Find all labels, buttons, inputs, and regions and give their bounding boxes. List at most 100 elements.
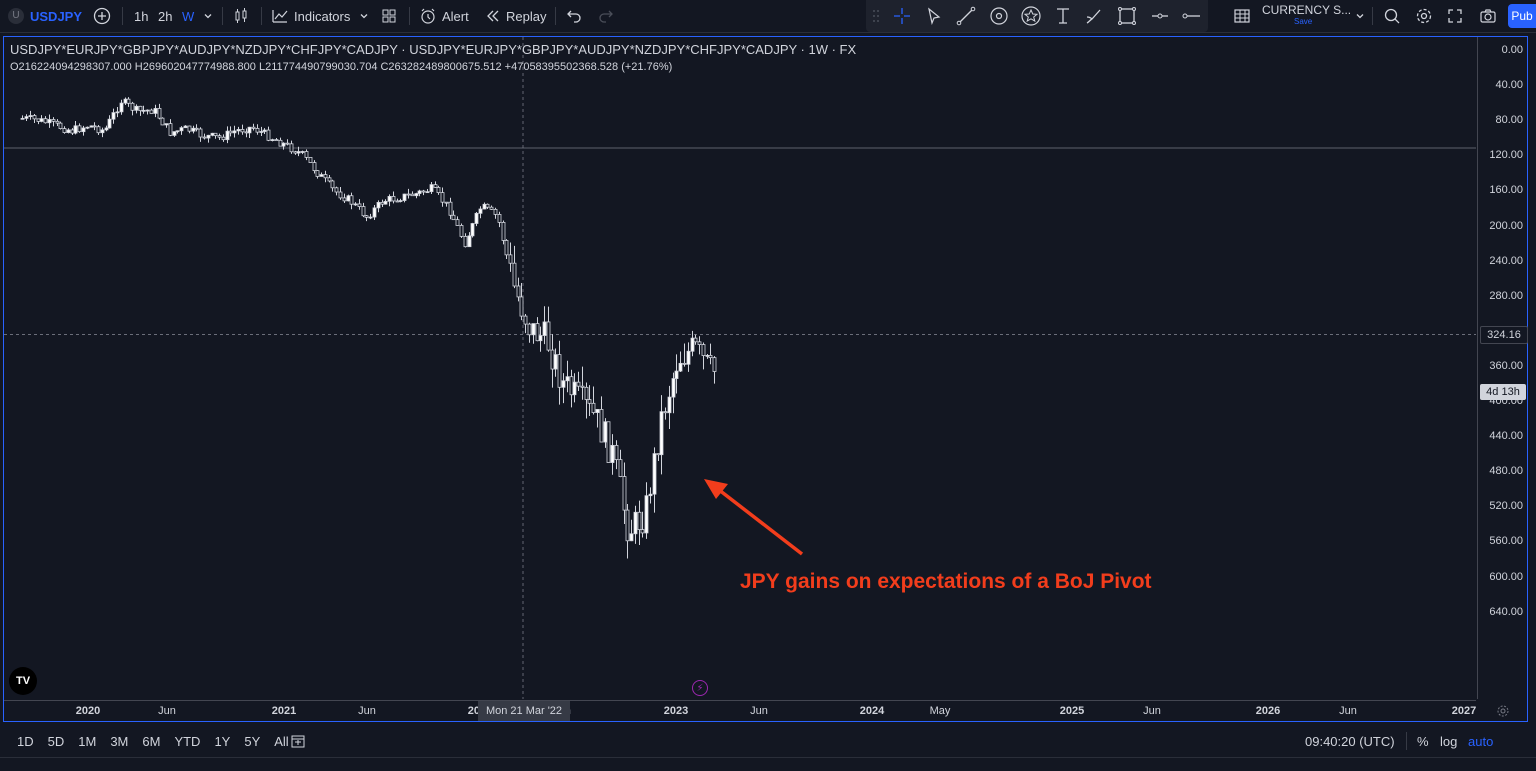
- templates-button[interactable]: [381, 0, 397, 32]
- candle: [580, 366, 585, 400]
- annotation-text[interactable]: JPY gains on expectations of a BoJ Pivot: [740, 570, 1152, 593]
- candle: [145, 109, 150, 115]
- star-icon[interactable]: [1020, 5, 1042, 27]
- candle: [323, 170, 328, 183]
- candle: [70, 128, 75, 135]
- undo-button[interactable]: [566, 0, 582, 32]
- price-axis-label: 520.00: [1489, 500, 1523, 513]
- candle: [587, 385, 592, 416]
- candle: [625, 504, 630, 559]
- range-1m[interactable]: 1M: [78, 733, 97, 749]
- drag-handle-icon[interactable]: [872, 9, 880, 23]
- time-axis-label: May: [929, 705, 951, 717]
- range-6m[interactable]: 6M: [142, 733, 161, 749]
- symbol-search[interactable]: U USDJPY: [8, 0, 82, 32]
- horizontal-ray-icon[interactable]: [1181, 6, 1201, 26]
- candle: [489, 205, 494, 210]
- candle: [319, 172, 324, 177]
- crosshair-icon[interactable]: [892, 6, 912, 26]
- range-1d[interactable]: 1D: [17, 733, 34, 749]
- range-all[interactable]: All: [274, 733, 289, 749]
- range-1y[interactable]: 1Y: [214, 733, 231, 749]
- candle: [334, 186, 339, 196]
- candle: [697, 336, 702, 355]
- settings-button[interactable]: [1415, 0, 1433, 32]
- candle: [569, 369, 574, 408]
- brush-icon[interactable]: [1084, 6, 1104, 26]
- candle: [508, 242, 513, 272]
- candle: [107, 115, 112, 129]
- candle: [293, 150, 298, 155]
- candle: [553, 348, 558, 377]
- candle: [255, 124, 260, 135]
- candle: [213, 132, 218, 139]
- candle: [622, 462, 627, 524]
- candle: [330, 179, 335, 192]
- goto-date-button[interactable]: [290, 726, 306, 756]
- candle: [648, 487, 653, 504]
- price-axis-label: 280.00: [1489, 289, 1523, 302]
- log-scale-toggle[interactable]: log: [1440, 733, 1458, 749]
- candle: [682, 343, 687, 367]
- chart-type-button[interactable]: [232, 0, 250, 32]
- range-5d[interactable]: 5D: [47, 733, 65, 749]
- time-axis-label: Jun: [750, 705, 768, 717]
- compare-add-button[interactable]: [93, 0, 111, 32]
- range-ytd[interactable]: YTD: [174, 733, 201, 749]
- axis-settings-gear-icon[interactable]: [1496, 704, 1510, 718]
- interval-dropdown[interactable]: [203, 0, 213, 32]
- time-axis-label: 2027: [1451, 705, 1477, 717]
- candle: [353, 202, 358, 206]
- cursor-arrow-icon[interactable]: [925, 7, 943, 25]
- candle: [225, 126, 230, 144]
- candle: [55, 119, 60, 127]
- fullscreen-button[interactable]: [1447, 0, 1463, 32]
- candle: [157, 103, 162, 120]
- horizontal-line-icon[interactable]: [1150, 6, 1170, 26]
- utc-clock[interactable]: 09:40:20 (UTC): [1305, 733, 1395, 749]
- layout-name-button[interactable]: CURRENCY S... Save: [1262, 3, 1352, 26]
- candle: [693, 334, 698, 345]
- alert-button[interactable]: Alert: [419, 0, 469, 32]
- interval-1h[interactable]: 1h: [134, 8, 149, 24]
- price-axis[interactable]: 0.00 40.00 80.00 120.00 160.00 200.00 240.00 28…: [1477, 37, 1528, 699]
- trend-line-icon[interactable]: [956, 6, 976, 26]
- crosshair-date-label: Mon 21 Mar '22: [478, 701, 570, 721]
- candle: [376, 200, 381, 213]
- percent-scale-toggle[interactable]: %: [1417, 733, 1429, 749]
- time-axis[interactable]: 2020Jun2021Jun2022Jun2023Jun2024May2025J…: [4, 700, 1476, 722]
- annotation-arrow[interactable]: [694, 472, 814, 562]
- range-3m[interactable]: 3M: [110, 733, 129, 749]
- rectangle-icon[interactable]: [1117, 6, 1137, 26]
- snapshot-button[interactable]: [1479, 0, 1497, 32]
- events-lightning-icon[interactable]: ⚡: [692, 680, 708, 696]
- layout-dropdown[interactable]: [1355, 0, 1365, 32]
- symbol-label: USDJPY: [30, 8, 83, 24]
- publish-button[interactable]: Pub: [1508, 4, 1536, 28]
- candle: [85, 126, 90, 130]
- candle: [342, 193, 347, 204]
- candle: [402, 193, 407, 203]
- chart-container[interactable]: USDJPY*EURJPY*GBPJPY*AUDJPY*NZDJPY*CHFJP…: [3, 36, 1528, 722]
- candle: [383, 199, 388, 205]
- interval-2h[interactable]: 2h: [158, 8, 173, 24]
- text-tool-icon[interactable]: [1053, 6, 1073, 26]
- candle: [175, 130, 180, 134]
- candle: [470, 222, 475, 238]
- chart-pane[interactable]: USDJPY*EURJPY*GBPJPY*AUDJPY*NZDJPY*CHFJP…: [4, 37, 1476, 699]
- auto-scale-toggle[interactable]: auto: [1468, 733, 1494, 749]
- search-button[interactable]: [1383, 0, 1401, 32]
- watchlist-grid-button[interactable]: [1233, 0, 1251, 32]
- indicators-button[interactable]: Indicators: [271, 0, 350, 32]
- candle: [406, 188, 411, 199]
- indicators-dropdown[interactable]: [359, 0, 369, 32]
- replay-button[interactable]: Replay: [485, 0, 546, 32]
- range-5y[interactable]: 5Y: [244, 733, 261, 749]
- candle: [270, 138, 275, 142]
- interval-w[interactable]: W: [182, 8, 195, 24]
- candle: [421, 189, 426, 196]
- candle: [349, 192, 354, 210]
- fib-circle-icon[interactable]: [989, 6, 1009, 26]
- candle: [572, 373, 577, 403]
- redo-button[interactable]: [598, 0, 614, 32]
